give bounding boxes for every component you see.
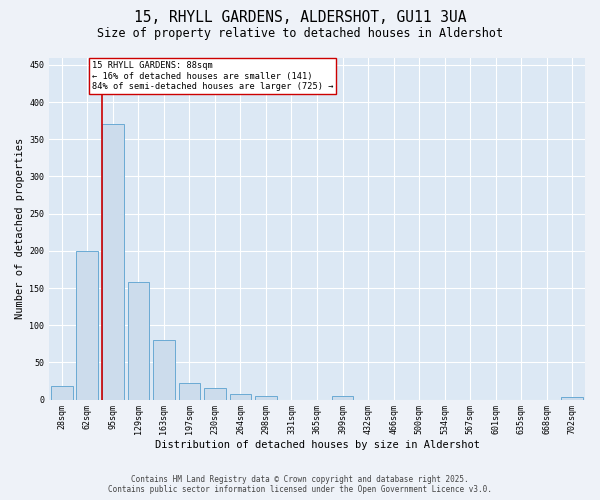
Bar [179, 383, 200, 400]
Bar [76, 251, 98, 400]
Bar [332, 396, 353, 400]
Bar [255, 396, 277, 400]
Bar [204, 388, 226, 400]
Bar [102, 124, 124, 400]
Text: 15, RHYLL GARDENS, ALDERSHOT, GU11 3UA: 15, RHYLL GARDENS, ALDERSHOT, GU11 3UA [134, 10, 466, 25]
Bar [51, 386, 73, 400]
Bar [153, 340, 175, 400]
Text: 15 RHYLL GARDENS: 88sqm
← 16% of detached houses are smaller (141)
84% of semi-d: 15 RHYLL GARDENS: 88sqm ← 16% of detache… [92, 61, 333, 91]
Bar [230, 394, 251, 400]
Y-axis label: Number of detached properties: Number of detached properties [15, 138, 25, 319]
Text: Size of property relative to detached houses in Aldershot: Size of property relative to detached ho… [97, 28, 503, 40]
X-axis label: Distribution of detached houses by size in Aldershot: Distribution of detached houses by size … [155, 440, 479, 450]
Bar [562, 396, 583, 400]
Text: Contains HM Land Registry data © Crown copyright and database right 2025.
Contai: Contains HM Land Registry data © Crown c… [108, 474, 492, 494]
Bar [128, 282, 149, 400]
